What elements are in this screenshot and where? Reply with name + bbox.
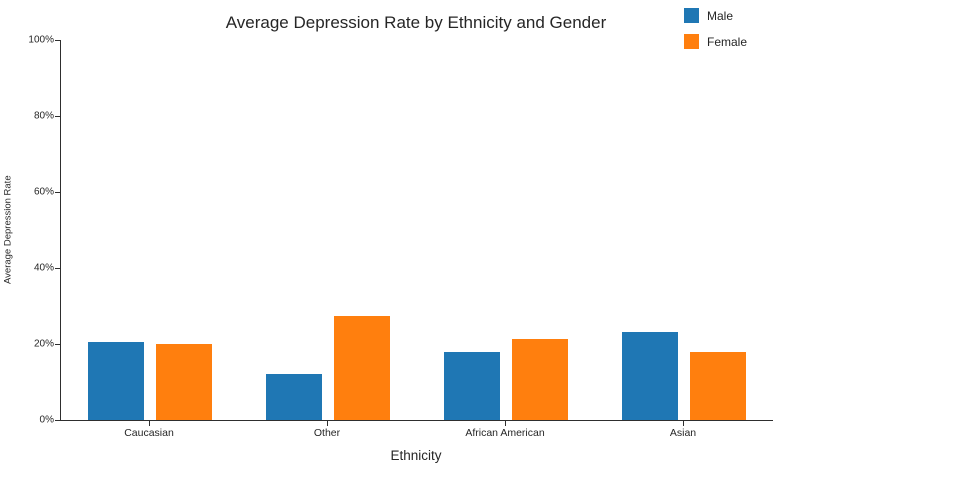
x-tick-mark [327, 421, 328, 426]
legend-label-female: Female [707, 34, 748, 49]
bar-female-african-american [512, 339, 568, 420]
y-tick-label: 80% [33, 110, 54, 122]
bar-female-caucasian [156, 344, 212, 420]
bar-male-asian [622, 331, 678, 420]
y-tick-mark [55, 267, 60, 269]
y-tick-label: 0% [39, 414, 54, 426]
y-tick-label: 20% [33, 338, 54, 350]
legend: Male Female [684, 8, 747, 60]
y-tick-mark [55, 419, 60, 421]
x-tick-label: Asian [669, 427, 697, 439]
bar-female-other [334, 315, 390, 420]
x-tick-label: African American [465, 427, 545, 439]
y-tick-mark [55, 343, 60, 345]
y-tick-mark [55, 39, 60, 41]
legend-item-male[interactable]: Male [684, 8, 747, 23]
legend-item-female[interactable]: Female [684, 34, 747, 49]
chart-title: Average Depression Rate by Ethnicity and… [225, 13, 607, 32]
x-tick-mark [149, 421, 150, 426]
x-axis-label: Ethnicity [390, 448, 442, 463]
bar-female-asian [690, 351, 746, 420]
legend-label-male: Male [707, 8, 734, 23]
y-tick-mark [55, 115, 60, 117]
x-tick-label: Other [313, 427, 341, 439]
legend-swatch-female [684, 34, 699, 49]
x-tick-mark [505, 421, 506, 426]
y-tick-label: 100% [28, 34, 54, 46]
plot-area [60, 40, 773, 421]
y-tick-mark [55, 191, 60, 193]
y-tick-label: 40% [33, 262, 54, 274]
bar-male-caucasian [88, 342, 144, 420]
bar-male-african-american [444, 351, 500, 420]
y-axis-label: Average Depression Rate [2, 175, 14, 285]
legend-swatch-male [684, 8, 699, 23]
x-tick-mark [683, 421, 684, 426]
y-tick-label: 60% [33, 186, 54, 198]
bar-male-other [266, 374, 322, 420]
x-tick-label: Caucasian [124, 427, 174, 439]
